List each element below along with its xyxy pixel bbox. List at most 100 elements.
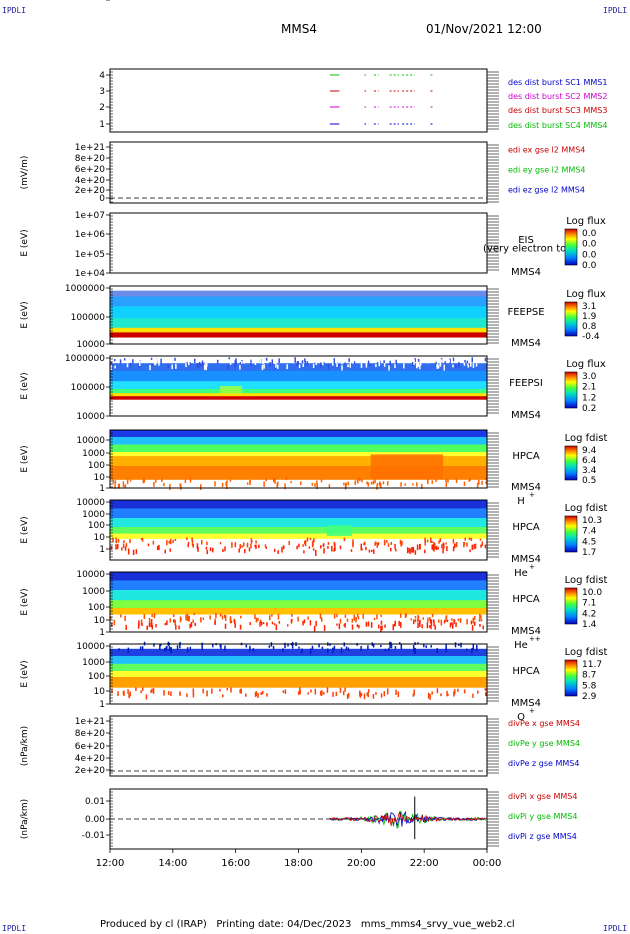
panel-feepsi-speckle-mark <box>435 361 437 367</box>
panel-feepsi-speckle-mark <box>189 362 191 367</box>
panel-feepsi-speckle-mark <box>422 358 424 362</box>
spacecraft-title: MMS4 <box>281 22 317 36</box>
panel-hpca-h-band-0 <box>110 430 487 438</box>
panel-hpca-o-speckle-mark <box>153 643 155 647</box>
panel-hpca-he2-speckle-mark <box>367 621 370 627</box>
panel-hpca-h-speckle-mark <box>300 481 302 486</box>
panel-divpe-ylabel: (nPa/km) <box>20 726 30 766</box>
panel-hpca-he2-speckle-mark <box>358 624 360 629</box>
panel-hpca-he2-speckle-mark <box>192 619 194 624</box>
panel-hpca-he2-speckle-mark <box>480 615 482 618</box>
panel-feepsi-speckle-mark <box>186 362 188 366</box>
panel-hpca-he2-speckle-mark <box>362 613 364 619</box>
panel-feepsi-speckle-mark <box>388 365 390 371</box>
panel-feepsi-speckle-mark <box>243 360 246 364</box>
panel-hpca-o-speckle-mark <box>219 688 221 692</box>
panel-feepsi-speckle-mark <box>240 361 243 364</box>
panel-hpca-he-speckle-mark <box>473 543 475 550</box>
panel-hpca-he-speckle-mark <box>424 537 426 543</box>
panel-feepsi-speckle-mark <box>463 362 466 366</box>
panel-hpca-he2-speckle-mark <box>124 615 126 622</box>
panel-hpca-he2-speckle-mark <box>440 619 443 626</box>
panel-hpca-he-speckle-mark <box>386 540 388 543</box>
panel-hpca-he2-speckle-mark <box>380 614 382 617</box>
panel-feepsi-speckle-mark <box>205 362 208 368</box>
panel-feepsi-speckle-mark <box>174 357 176 361</box>
panel-feepse-colorbar-title: Log flux <box>566 289 606 300</box>
panel-hpca-he-speckle-mark <box>125 543 128 547</box>
panel-hpca-o-speckle-mark <box>252 648 255 652</box>
panel-feepsi-speckle-mark <box>154 360 157 366</box>
panel-hpca-o-spacecraft-label: MMS4 <box>511 698 541 709</box>
panel-hpca-he-colorbar <box>564 515 578 553</box>
panel-feepsi-speckle-mark <box>444 361 446 365</box>
panel-hpca-h-species-charge: + <box>529 491 535 499</box>
panel-hpca-he2-speckle-mark <box>259 621 261 627</box>
panel-hpca-he2-speckle-mark <box>273 623 276 626</box>
panel-hpca-o-species-charge: + <box>529 707 535 715</box>
panel-hpca-h-speckle-mark <box>229 479 232 482</box>
panel-hpca-he2-speckle-mark <box>111 622 113 627</box>
panel-feepsi-speckle-mark <box>348 358 350 363</box>
panel-hpca-o-speckle-mark <box>447 693 449 696</box>
panel-hpca-he-speckle-mark <box>112 537 114 543</box>
panel-feepse-colorbar <box>564 301 578 337</box>
panel-feepse-spacecraft-label: MMS4 <box>511 338 541 349</box>
panel-feepsi-speckle-mark <box>484 357 487 362</box>
panel-feepse-band-3 <box>110 317 487 329</box>
panel-feepsi-colorbar-tick: 2.1 <box>582 383 596 393</box>
panel-hpca-he-speckle-mark <box>258 544 260 549</box>
panel-hpca-h-speckle-mark <box>378 481 381 487</box>
panel-feepsi-speckle-mark <box>458 362 460 368</box>
panel-hpca-h-speckle-mark <box>314 483 316 487</box>
panel-hpca-h-speckle-mark <box>374 479 376 484</box>
panel-hpca-he2-speckle-mark <box>417 622 419 629</box>
corner-tag-bottom-left: IPDLI <box>2 924 27 933</box>
panel-hpca-o-speckle-mark <box>135 687 137 692</box>
panel-feepsi-speckle-mark <box>261 364 264 371</box>
panel-feepsi-speckle-mark <box>119 359 122 364</box>
panel-hpca-he2-speckle-mark <box>466 618 468 625</box>
panel-hpca-he-speckle-mark <box>254 544 256 548</box>
panel-hpca-he2-speckle-mark <box>187 615 189 621</box>
panel-hpca-he-speckle-mark <box>452 538 455 544</box>
panel-hpca-he-speckle-mark <box>322 543 325 547</box>
panel-feepsi-speckle-mark <box>275 361 277 368</box>
panel-hpca-h-speckle-mark <box>189 478 192 483</box>
panel-hpca-h-speckle-mark <box>366 481 368 485</box>
panel-hpca-o-speckle-mark <box>219 644 222 648</box>
panel-hpca-o-speckle-mark <box>202 688 204 694</box>
panel-hpca-he-band-2 <box>110 518 487 528</box>
panel-feepsi-speckle-mark <box>254 361 257 365</box>
panel-hpca-o-colorbar-tick: 5.8 <box>582 681 597 691</box>
panel-hpca-he-speckle-mark <box>115 544 117 550</box>
panel-feepsi-speckle-mark <box>277 364 279 369</box>
panel-hpca-he2-speckle-mark <box>370 622 373 628</box>
panel-hpca-he-speckle-mark <box>116 544 119 550</box>
panel-hpca-h-speckle-mark <box>379 482 382 488</box>
panel-feepsi-speckle-mark <box>457 358 459 361</box>
panel-hpca-o-speckle-mark <box>189 646 192 651</box>
panel-hpca-he-speckle-mark <box>250 543 252 549</box>
panel-hpca-o-ytick-label: 10 <box>94 687 106 697</box>
panel-hpca-o-speckle-mark <box>436 688 439 694</box>
panel-hpca-he2-speckle-mark <box>140 619 143 625</box>
panel-hpca-o-colorbar <box>564 659 578 697</box>
panel-hpca-h-band-2 <box>110 444 487 453</box>
panel-feepsi-speckle-mark <box>306 361 309 366</box>
panel-hpca-he-colorbar-tick: 1.7 <box>582 548 596 558</box>
panel-hpca-o-ytick-label: 100 <box>88 672 105 682</box>
panel-hpca-he-speckle-mark <box>394 543 396 550</box>
panel-hpca-he2-speckle-mark <box>434 625 436 630</box>
panel-hpca-he-speckle-mark <box>140 537 143 541</box>
panel-hpca-he2-band-0 <box>110 572 487 581</box>
panel-hpca-h-speckle-mark <box>118 483 121 489</box>
panel-hpca-he-speckle-mark <box>433 548 435 552</box>
panel-hpca-he2-speckle-mark <box>428 625 431 628</box>
panel-hpca-he-band-0 <box>110 500 487 509</box>
panel-hpca-h-speckle-mark <box>153 481 155 487</box>
panel-hpca-h-speckle-mark <box>387 481 389 486</box>
panel-hpca-o-speckle-mark <box>192 688 195 694</box>
panel-hpca-he-speckle-mark <box>147 543 150 547</box>
panel-feepsi-speckle-mark <box>411 361 414 367</box>
